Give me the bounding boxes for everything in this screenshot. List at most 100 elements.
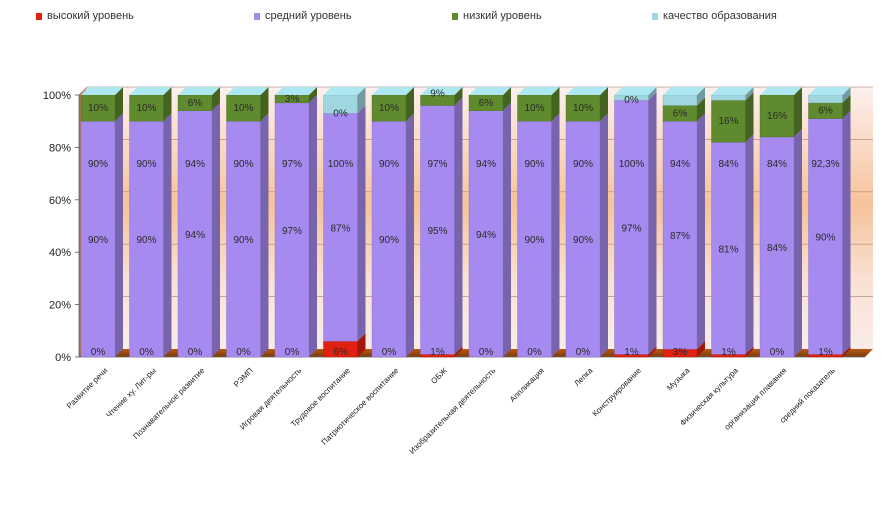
bar-segment [565,120,601,358]
bar-side [503,87,511,111]
data-label: 94% [670,159,690,170]
category-label: Музыка [665,366,692,393]
data-label: 6% [333,347,348,358]
y-tick-label: 80% [49,142,71,154]
bar-top [760,87,802,95]
bar-top [275,87,317,95]
bar-side [357,333,366,357]
data-label: 0% [236,347,251,358]
bar-side [163,87,172,122]
bar-side [260,113,269,357]
legend-label: высокий уровень [47,10,134,22]
data-label: 97% [427,159,447,170]
data-label: 6% [188,98,203,109]
data-label: 90% [88,235,108,246]
data-label: 90% [379,159,399,170]
bar-segment [808,94,843,104]
data-label: 97% [621,223,641,234]
data-label: 87% [670,231,690,242]
bar-side [600,87,608,122]
bar-segment [662,120,698,350]
data-label: 81% [718,244,738,255]
data-label: 90% [233,159,253,170]
data-label: 10% [233,103,253,114]
data-label: 10% [88,103,108,114]
category-label: Конструирование [591,366,644,419]
data-label: 97% [282,226,302,237]
bar-side [503,102,511,357]
data-label: 3% [673,347,688,358]
y-tick-label: 0% [55,352,71,364]
bar-side [745,92,754,143]
data-label: 9% [430,89,445,100]
bar-side [212,87,220,111]
legend-item: высокий уровень [36,10,134,22]
data-label: 94% [185,230,205,241]
legend-swatch [652,12,658,20]
data-label: 90% [136,159,156,170]
data-label: 10% [524,103,544,114]
data-label: 100% [328,159,354,170]
bar-side [842,110,851,355]
bar-side [260,87,269,122]
bar-segment [80,120,116,358]
bar-top [808,87,851,95]
data-label: 84% [767,243,787,254]
data-label: 92,3% [811,159,839,170]
data-label: 1% [818,347,833,358]
data-label: 6% [818,106,833,117]
bar-segment [129,120,164,358]
bar-top [420,87,463,95]
data-label: 6% [673,108,688,119]
bar-side [600,113,608,357]
bar-side [842,346,851,357]
bar-side [357,105,366,342]
data-label: 94% [185,159,205,170]
category-label: средний показатель [778,366,837,425]
bar-side [309,87,317,103]
bar-top [469,87,511,95]
bar-top [81,87,123,95]
bar-side [745,134,754,355]
data-label: 84% [767,159,787,170]
data-label: 0% [624,95,639,106]
legend-item: низкий уровень [452,10,542,22]
data-label: 90% [573,235,593,246]
data-label: 0% [479,347,494,358]
bar-top [663,87,705,95]
bar-segment [129,94,164,122]
data-label: 90% [524,159,544,170]
data-label: 0% [382,347,397,358]
bar-segment [565,94,601,122]
data-label: 90% [524,235,544,246]
bar-side [454,87,463,106]
data-label: 90% [815,232,835,243]
bar-side [842,94,851,119]
data-label: 1% [721,347,736,358]
bar-side [454,97,463,355]
bar-side [163,113,172,357]
data-label: 16% [718,116,738,127]
bar-segment [711,141,746,355]
bar-side [648,87,657,101]
bar-side [551,113,560,357]
bar-segment [517,120,552,358]
y-tick-label: 20% [49,300,71,312]
category-label: Изобразительная деятельность [408,366,498,456]
bar-side [697,87,705,106]
y-tick-label: 100% [43,90,71,102]
bar-side [842,87,851,103]
category-label: Аппликация [508,366,546,404]
data-label: 90% [379,235,399,246]
category-label: Патриотическое воспитание [320,366,401,447]
bar-side [551,87,560,122]
bar-side [454,346,463,357]
category-label: Лепка [572,366,594,388]
data-label: 0% [139,347,154,358]
bar-side [115,113,123,357]
bar-side [697,113,705,350]
data-label: 90% [573,159,593,170]
bar-segment [808,118,843,355]
bar-side [309,94,317,358]
